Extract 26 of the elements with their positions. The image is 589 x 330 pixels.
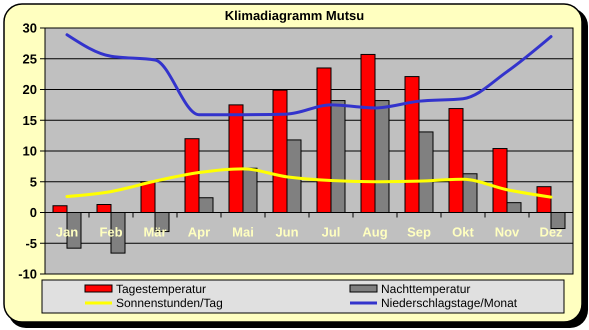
x-tick-label: Mai (232, 224, 254, 240)
y-tick-label: 20 (22, 82, 37, 98)
x-tick-label: Apr (188, 224, 210, 240)
x-tick-label: Nov (494, 224, 520, 240)
y-tick-label: -5 (25, 236, 37, 251)
y-tick-label: 30 (22, 20, 37, 36)
y-tick-label: 25 (22, 51, 37, 66)
y-tick-label: 10 (22, 144, 37, 159)
legend-label: Sonnenstunden/Tag (116, 296, 223, 310)
y-tick-label: 0 (30, 205, 37, 220)
x-tick-label: Dez (539, 224, 564, 240)
y-tick-label: 5 (30, 174, 37, 190)
chart-title: Klimadiagramm Mutsu (224, 8, 364, 23)
legend-label: Nachttemperatur (381, 282, 470, 296)
x-tick-label: Jul (322, 224, 340, 240)
legend-label: Tagestemperatur (116, 282, 206, 296)
x-tick-label: Okt (452, 224, 475, 240)
legend-label: Niederschlagstage/Monat (381, 296, 518, 310)
x-tick-label: Sep (407, 224, 431, 240)
x-tick-label: Aug (362, 224, 388, 240)
y-tick-label: -10 (18, 266, 37, 282)
line-series (66, 33, 552, 116)
x-tick-label: Jun (275, 224, 299, 240)
x-tick-label: Mär (143, 224, 167, 240)
y-tick-label: 15 (22, 112, 37, 128)
line-series (66, 167, 552, 199)
